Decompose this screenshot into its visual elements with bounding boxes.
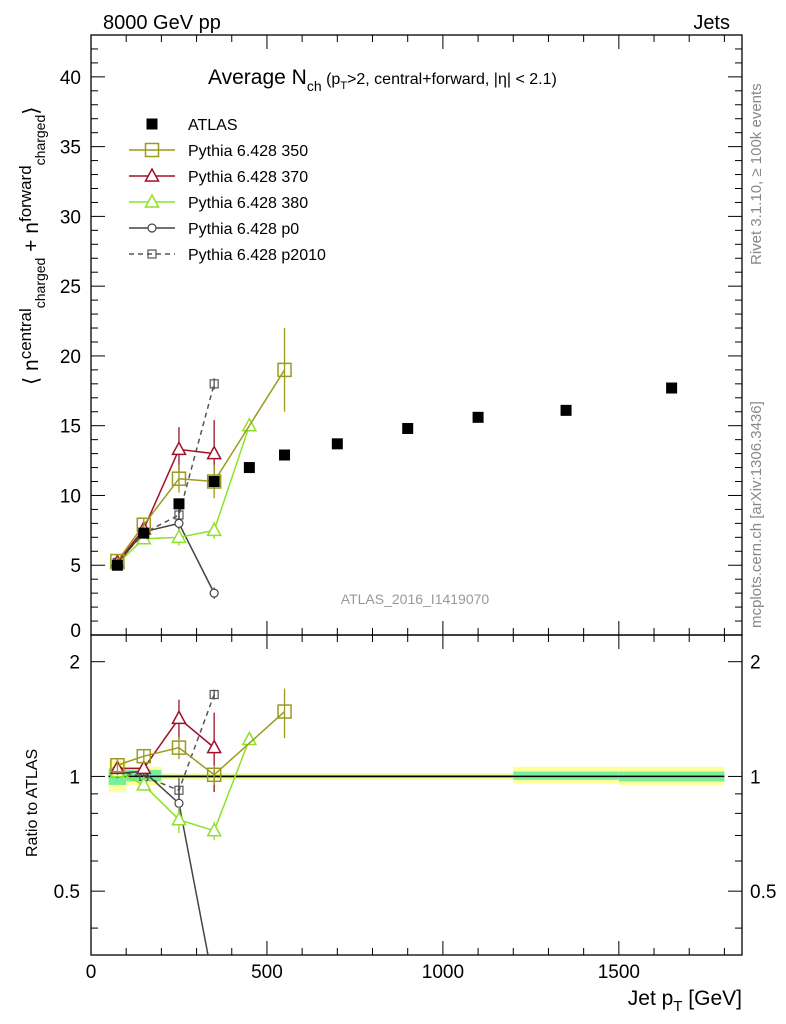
xlabel: Jet pT [GeV] (628, 987, 742, 1015)
data-point (277, 362, 292, 378)
series-line (116, 448, 215, 563)
data-point (174, 518, 184, 528)
ratio-tick-label: 1 (69, 767, 80, 788)
legend-marker (147, 249, 157, 259)
data-point (206, 521, 222, 537)
header-right: Jets (693, 12, 730, 34)
main-series (109, 328, 678, 599)
legend-label: Pythia 6.428 350 (188, 143, 308, 160)
ratio-point (171, 709, 187, 725)
ratio-line (117, 770, 209, 955)
y-tick-label: 15 (60, 417, 81, 438)
ratio-tick-label-right: 0.5 (750, 882, 776, 903)
x-tick-label: 0 (86, 962, 97, 983)
legend-marker (147, 223, 157, 233)
legend: ATLAS Pythia 6.428 350 Pythia 6.428 370 Pyt… (129, 117, 326, 264)
legend-label: Pythia 6.428 370 (188, 169, 308, 186)
data-point (171, 528, 187, 544)
series-line (116, 522, 215, 594)
atlas-point (331, 438, 343, 450)
data-point (209, 379, 219, 389)
y-tick-label: 25 (60, 277, 81, 298)
y-tick-label: 30 (60, 207, 81, 228)
legend-label: Pythia 6.428 p2010 (188, 247, 326, 264)
atlas-point (111, 559, 123, 571)
ratio-point (206, 822, 222, 837)
ratio-point (241, 730, 258, 746)
legend-label: Pythia 6.428 p0 (188, 221, 299, 238)
axes: 0 500 1000 1500 5 10 15 20 25 30 35 40 0 0.5 0.5 1 1 2 2 (54, 34, 776, 983)
ratio-point (136, 776, 152, 791)
ratio-point (209, 689, 219, 700)
data-point (171, 471, 187, 486)
ratio-tick-label: 0.5 (54, 882, 80, 903)
mcplots-note: mcplots.cern.ch [arXiv:1306.3436] (748, 401, 765, 628)
y-tick-label: 20 (60, 347, 81, 368)
y-tick-label: 0 (70, 621, 81, 642)
ratio-point (206, 767, 222, 783)
legend-marker (144, 142, 160, 158)
ratio-tick-label: 2 (69, 653, 80, 674)
rivet-note: Rivet 3.1.10, ≥ 100k events (748, 83, 765, 265)
ratio-band-inner (513, 771, 619, 780)
x-tick-label: 1000 (422, 962, 464, 983)
y-tick-label: 5 (70, 556, 81, 577)
x-tick-label: 500 (251, 962, 283, 983)
ratio-tick-label-right: 2 (750, 653, 761, 674)
y-tick-label: 35 (60, 138, 81, 159)
header-left: 8000 GeV pp (103, 12, 221, 34)
legend-label: Pythia 6.428 380 (188, 195, 308, 212)
atlas-point (138, 527, 150, 539)
ratio-point (174, 798, 184, 808)
data-point (171, 440, 187, 456)
legend-marker (146, 118, 158, 130)
atlas-point (560, 404, 572, 416)
ratio-panel-frame (90, 634, 743, 956)
atlas-point (243, 462, 255, 474)
series-line (116, 383, 215, 563)
ratio-tick-label-right: 1 (750, 767, 761, 788)
atlas-point (208, 476, 220, 488)
atlas-point (666, 382, 678, 394)
ratio-point (277, 704, 292, 719)
atlas-point (472, 411, 484, 423)
y-tick-label: 10 (60, 486, 81, 507)
ratio-point (206, 739, 222, 754)
ratio-point (136, 759, 152, 775)
ratio-point (110, 757, 125, 773)
ratio-ylabel: Ratio to ATLAS (24, 749, 41, 857)
ratio-line (117, 694, 215, 792)
ratio-line (117, 717, 215, 770)
data-point (206, 445, 222, 460)
legend-marker (144, 193, 160, 208)
ratio-series (109, 688, 292, 955)
legend-marker (144, 167, 160, 182)
x-tick-label: 1500 (598, 962, 640, 983)
ratio-point (136, 748, 152, 764)
main-ylabel: ⟨ ncentralcharged + nforwardcharged⟩ (16, 107, 48, 385)
ratio-point (171, 811, 187, 826)
atlas-point (173, 498, 185, 510)
legend-label: ATLAS (188, 117, 238, 134)
ratio-point (171, 740, 187, 755)
y-tick-label: 40 (60, 68, 81, 89)
atlas-point (402, 422, 414, 434)
analysis-watermark: ATLAS_2016_I1419070 (341, 591, 490, 607)
chart-title: Average Nch (pT>2, central+forward, |η| … (208, 66, 557, 94)
atlas-point (279, 449, 291, 461)
data-point (209, 588, 219, 598)
data-point (206, 474, 222, 489)
